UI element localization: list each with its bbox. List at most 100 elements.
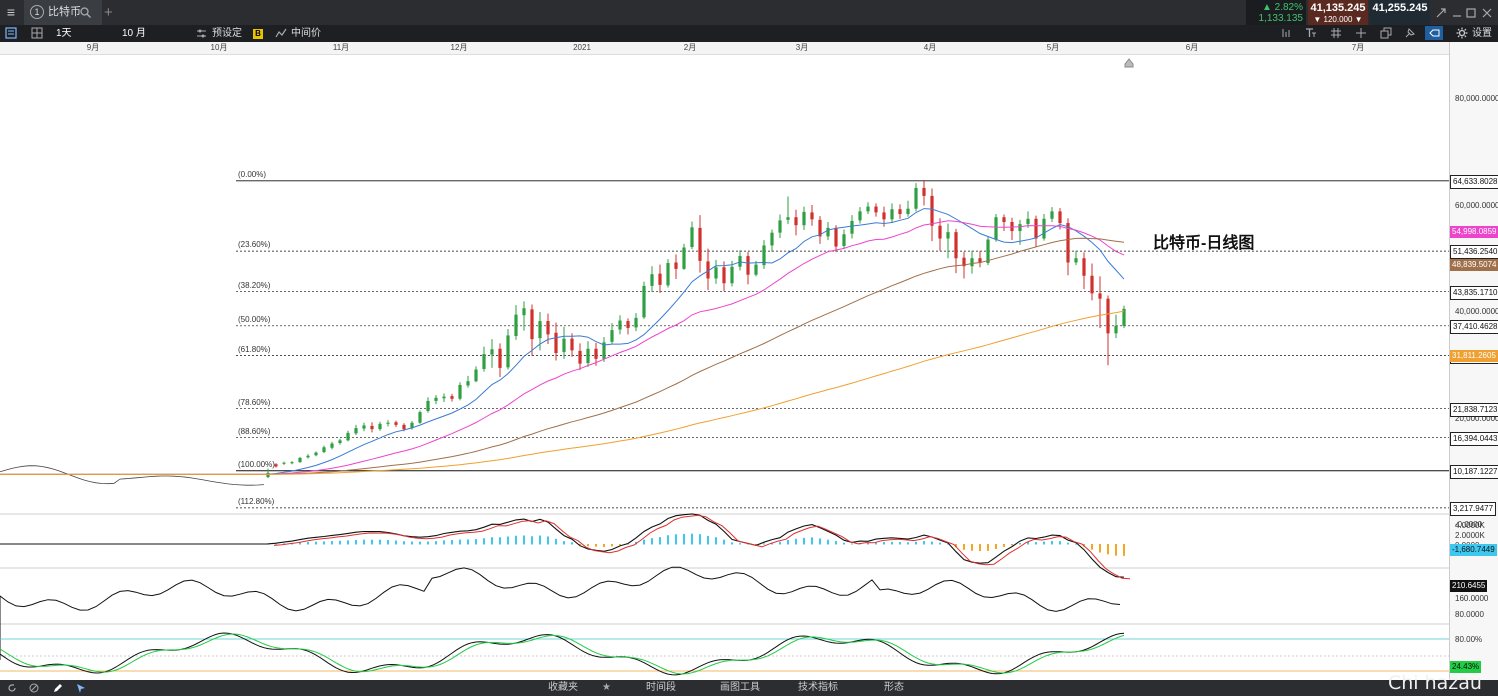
candle-body[interactable] — [650, 274, 654, 286]
candle-body[interactable] — [298, 457, 302, 463]
candle-body[interactable] — [378, 423, 382, 430]
candle-body[interactable] — [682, 247, 686, 269]
candle-body[interactable] — [458, 384, 462, 399]
candle-body[interactable] — [1098, 293, 1102, 299]
candle-body[interactable] — [954, 232, 958, 259]
close-icon[interactable] — [1482, 8, 1492, 18]
candle-body[interactable] — [538, 321, 542, 339]
candle-body[interactable] — [314, 452, 318, 456]
candle-body[interactable] — [898, 209, 902, 215]
candle-body[interactable] — [914, 187, 918, 209]
candle-body[interactable] — [674, 262, 678, 269]
candle-body[interactable] — [906, 208, 910, 215]
hamburger-icon[interactable]: ≡ — [6, 4, 16, 20]
candle-body[interactable] — [626, 321, 630, 328]
candle-body[interactable] — [826, 227, 830, 237]
candle-body[interactable] — [586, 348, 590, 364]
candle-body[interactable] — [930, 195, 934, 226]
candle-body[interactable] — [1002, 217, 1006, 223]
indicators-icon[interactable] — [1281, 27, 1293, 39]
candle-body[interactable] — [1058, 211, 1062, 224]
candle-body[interactable] — [690, 227, 694, 248]
chart-tab[interactable]: 1 比特币 — [24, 0, 102, 25]
candle-body[interactable] — [634, 317, 638, 328]
candle-body[interactable] — [474, 369, 478, 382]
candle-body[interactable] — [410, 422, 414, 429]
candle-body[interactable] — [706, 261, 710, 279]
candle-body[interactable] — [770, 232, 774, 246]
candle-body[interactable] — [554, 332, 558, 354]
candle-body[interactable] — [570, 338, 574, 351]
candle-body[interactable] — [1114, 325, 1118, 334]
buy-panel[interactable]: 41,255.245 — [1370, 0, 1430, 25]
star-icon[interactable]: ★ — [602, 682, 611, 693]
favorites-tab[interactable]: 收藏夹 — [548, 682, 578, 693]
candle-body[interactable] — [882, 212, 886, 220]
candle-body[interactable] — [778, 220, 782, 233]
expand-icon[interactable] — [1436, 8, 1446, 18]
candle-body[interactable] — [1122, 308, 1126, 326]
cancel-icon[interactable] — [29, 683, 39, 693]
sell-panel[interactable]: 41,135.245 ▼ 120.000 ▼ — [1308, 0, 1368, 25]
candle-body[interactable] — [1026, 218, 1030, 225]
candle-body[interactable] — [714, 267, 718, 279]
layout-grid-icon[interactable] — [31, 27, 43, 39]
candle-body[interactable] — [1082, 258, 1086, 276]
candle-body[interactable] — [1066, 223, 1070, 263]
range-select[interactable]: 10 月 — [122, 28, 146, 39]
candle-body[interactable] — [322, 447, 326, 453]
candle-body[interactable] — [762, 245, 766, 266]
candle-body[interactable] — [274, 464, 278, 467]
scroll-marker-icon[interactable] — [1124, 58, 1134, 68]
maximize-icon[interactable] — [1466, 8, 1476, 18]
candle-body[interactable] — [1042, 218, 1046, 239]
cursor-icon[interactable] — [75, 682, 87, 694]
candle-body[interactable] — [482, 354, 486, 369]
candle-body[interactable] — [522, 308, 526, 316]
candle-body[interactable] — [602, 342, 606, 359]
pencil-icon[interactable] — [52, 682, 64, 694]
candle-body[interactable] — [754, 264, 758, 275]
timeframe-tab[interactable]: 时间段 — [646, 682, 676, 693]
candle-body[interactable] — [698, 227, 702, 261]
candle-body[interactable] — [338, 440, 342, 443]
candle-body[interactable] — [394, 422, 398, 425]
candle-body[interactable] — [530, 309, 534, 340]
candle-body[interactable] — [666, 263, 670, 286]
text-icon[interactable] — [1305, 27, 1317, 39]
candle-body[interactable] — [786, 217, 790, 220]
candle-body[interactable] — [938, 225, 942, 239]
candle-body[interactable] — [722, 267, 726, 284]
candle-body[interactable] — [290, 462, 294, 464]
candle-body[interactable] — [578, 350, 582, 364]
candle-body[interactable] — [890, 209, 894, 220]
tag-icon[interactable] — [1425, 26, 1443, 40]
candle-body[interactable] — [1074, 258, 1078, 263]
candle-body[interactable] — [466, 381, 470, 386]
candle-body[interactable] — [594, 348, 598, 359]
candle-body[interactable] — [946, 232, 950, 239]
grid-icon[interactable] — [1330, 27, 1342, 39]
candle-body[interactable] — [802, 211, 806, 226]
candle-body[interactable] — [386, 422, 390, 424]
candle-body[interactable] — [730, 266, 734, 284]
plus-icon[interactable]: + — [104, 4, 113, 21]
candle-body[interactable] — [1034, 218, 1038, 239]
candle-body[interactable] — [978, 258, 982, 264]
pin-icon[interactable] — [1404, 27, 1416, 39]
candle-body[interactable] — [514, 314, 518, 336]
candle-body[interactable] — [266, 472, 270, 478]
candle-body[interactable] — [818, 219, 822, 237]
candle-body[interactable] — [986, 239, 990, 264]
candle-body[interactable] — [346, 432, 350, 441]
copy-icon[interactable] — [1380, 27, 1392, 39]
candle-body[interactable] — [498, 348, 502, 368]
candle-body[interactable] — [746, 256, 750, 275]
settings-button[interactable]: 设置 — [1472, 28, 1492, 39]
drawing-tools-tab[interactable]: 画图工具 — [720, 682, 760, 693]
refresh-icon[interactable] — [7, 683, 17, 693]
candle-body[interactable] — [330, 443, 334, 448]
candle-body[interactable] — [810, 212, 814, 220]
candle-body[interactable] — [1018, 224, 1022, 232]
candle-body[interactable] — [490, 349, 494, 355]
